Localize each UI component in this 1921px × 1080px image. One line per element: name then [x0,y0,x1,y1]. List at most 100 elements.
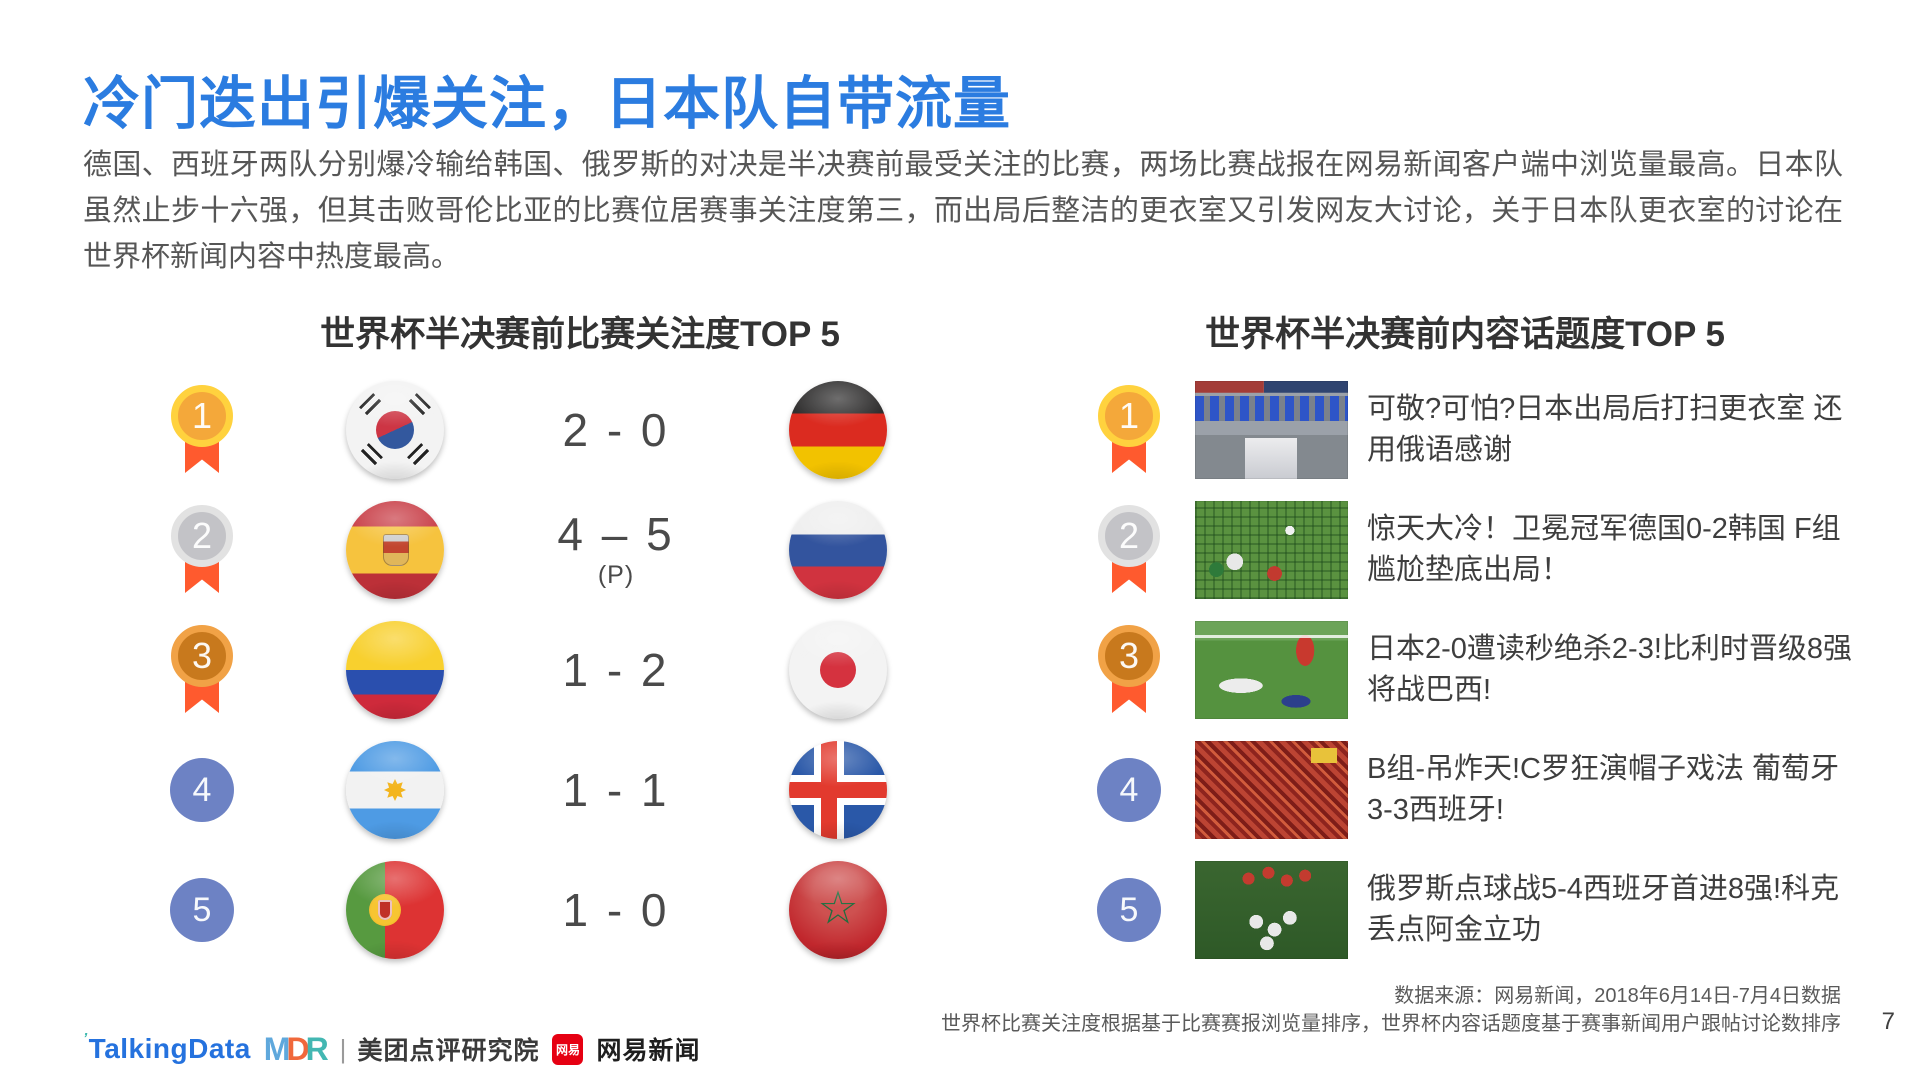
rank-number: 2 [1098,505,1160,567]
data-source-note: 数据来源：网易新闻，2018年6月14日-7月4日数据 世界杯比赛关注度根据基于… [941,982,1841,1038]
rank-number: 3 [1098,625,1160,687]
away-flag-slot [789,850,887,970]
flag-gloss [346,621,444,719]
news-headline: 可敬?可怕?日本出局后打扫更衣室 还用俄语感谢 [1367,393,1843,466]
rank-number: 4 [170,758,234,822]
data-source-line1: 数据来源：网易新闻，2018年6月14日-7月4日数据 [1394,985,1841,1007]
flag-gloss [346,501,444,599]
score-slot: 1 - 2 [496,610,736,730]
flag-gloss [789,501,887,599]
rank-slot: 4 [164,730,240,850]
talkingdata-tick-icon: ’ [83,1030,88,1047]
match-row: 4 1 - 1 [100,730,920,850]
home-flag-slot [346,490,444,610]
match-score: 4 – 5 [557,508,675,561]
gold-medal-icon: 1 [1097,385,1161,475]
flag-russia-icon [789,501,887,599]
news-row: 2 惊天大冷！卫冕冠军德国0-2韩国 F组尴尬垫底出局！ [1095,490,1865,610]
rank-number: 1 [1098,385,1160,447]
rank-circle-icon: 5 [1097,878,1161,942]
flag-iceland-icon [789,741,887,839]
match-row: 5 1 - 0 [100,850,920,970]
score-slot: 1 - 0 [496,850,736,970]
flag-gloss [789,381,887,479]
match-ranking-list: 1 2 - 0 2 [100,370,920,970]
logo-divider: | [339,1033,347,1064]
score-slot: 1 - 1 [496,730,736,850]
rank-circle-icon: 5 [170,878,234,942]
flag-gloss [789,741,887,839]
rank-slot: 3 [164,610,240,730]
mdr-letter-r: R [305,1030,329,1067]
meituan-research-label: 美团点评研究院 [357,1037,540,1065]
bronze-medal-icon: 3 [1097,625,1161,715]
intro-paragraph: 德国、西班牙两队分别爆冷输给韩国、俄罗斯的对决是半决赛前最受关注的比赛，两场比赛… [83,149,1843,273]
rank-number: 5 [170,878,234,942]
flag-gloss [789,621,887,719]
flag-gloss [789,861,887,959]
mdr-logo: M D R [264,1031,329,1068]
score-slot: 4 – 5 (P) [496,490,736,610]
left-panel-title: 世界杯半决赛前比赛关注度TOP 5 [320,315,840,354]
flag-gloss [346,741,444,839]
rank-number: 1 [171,385,233,447]
news-thumbnail-goal-scene [1195,501,1348,599]
flag-argentina-icon [346,741,444,839]
rank-slot: 2 [1095,490,1163,610]
right-panel-title: 世界杯半决赛前内容话题度TOP 5 [1205,315,1725,354]
rank-circle-icon: 4 [1097,758,1161,822]
news-thumbnail-celebration [1195,861,1348,959]
data-source-line2: 世界杯比赛关注度根据基于比赛赛报浏览量排序，世界杯内容话题度基于赛事新闻用户跟帖… [941,1013,1841,1035]
flag-gloss [346,381,444,479]
silver-medal-icon: 2 [170,505,234,595]
news-row: 3 日本2-0遭读秒绝杀2-3!比利时晋级8强将战巴西! [1095,610,1865,730]
rank-number: 4 [1097,758,1161,822]
match-score: 1 - 0 [562,883,670,936]
news-thumbnail-locker-room [1195,381,1348,479]
talkingdata-label: TalkingData [88,1033,251,1064]
flag-japan-icon [789,621,887,719]
match-row: 2 4 – 5 (P) [100,490,920,610]
away-flag-slot [789,370,887,490]
news-row: 1 可敬?可怕?日本出局后打扫更衣室 还用俄语感谢 [1095,370,1865,490]
match-row: 1 2 - 0 [100,370,920,490]
netease-app-icon: 网易 [552,1033,584,1065]
news-row: 5 俄罗斯点球战5-4西班牙首进8强!科克丢点阿金立功 [1095,850,1865,970]
rank-number: 5 [1097,878,1161,942]
away-flag-slot [789,490,887,610]
flag-gloss [346,861,444,959]
news-headline: 俄罗斯点球战5-4西班牙首进8强!科克丢点阿金立功 [1367,873,1840,946]
score-slot: 2 - 0 [496,370,736,490]
talkingdata-logo: ’ TalkingData [83,1030,251,1065]
flag-spain-icon [346,501,444,599]
flag-germany-icon [789,381,887,479]
rank-slot: 4 [1095,730,1163,850]
rank-slot: 3 [1095,610,1163,730]
flag-south-korea-icon [346,381,444,479]
news-thumbnail-pitch-players [1195,621,1348,719]
home-flag-slot [346,370,444,490]
news-ranking-list: 1 可敬?可怕?日本出局后打扫更衣室 还用俄语感谢 2 惊天大冷！卫冕冠军德国0… [1095,370,1865,970]
flag-portugal-icon [346,861,444,959]
rank-circle-icon: 4 [170,758,234,822]
page-title: 冷门迭出引爆关注，日本队自带流量 [83,72,1011,136]
away-flag-slot [789,610,887,730]
rank-slot: 1 [1095,370,1163,490]
mdr-letter-d: D [286,1030,310,1067]
match-score: 2 - 0 [562,403,670,456]
news-row: 4 B组-吊炸天!C罗狂演帽子戏法 葡萄牙3-3西班牙! [1095,730,1865,850]
rank-number: 3 [171,625,233,687]
rank-slot: 2 [164,490,240,610]
news-headline: 日本2-0遭读秒绝杀2-3!比利时晋级8强将战巴西! [1367,633,1853,706]
rank-slot: 5 [1095,850,1163,970]
penalty-note: (P) [597,560,635,589]
flag-colombia-icon [346,621,444,719]
news-thumbnail-fans-crowd [1195,741,1348,839]
bronze-medal-icon: 3 [170,625,234,715]
home-flag-slot [346,730,444,850]
news-headline: 惊天大冷！卫冕冠军德国0-2韩国 F组尴尬垫底出局！ [1367,513,1841,586]
netease-news-label: 网易新闻 [596,1037,701,1065]
rank-slot: 5 [164,850,240,970]
page-number: 7 [1881,1008,1895,1035]
